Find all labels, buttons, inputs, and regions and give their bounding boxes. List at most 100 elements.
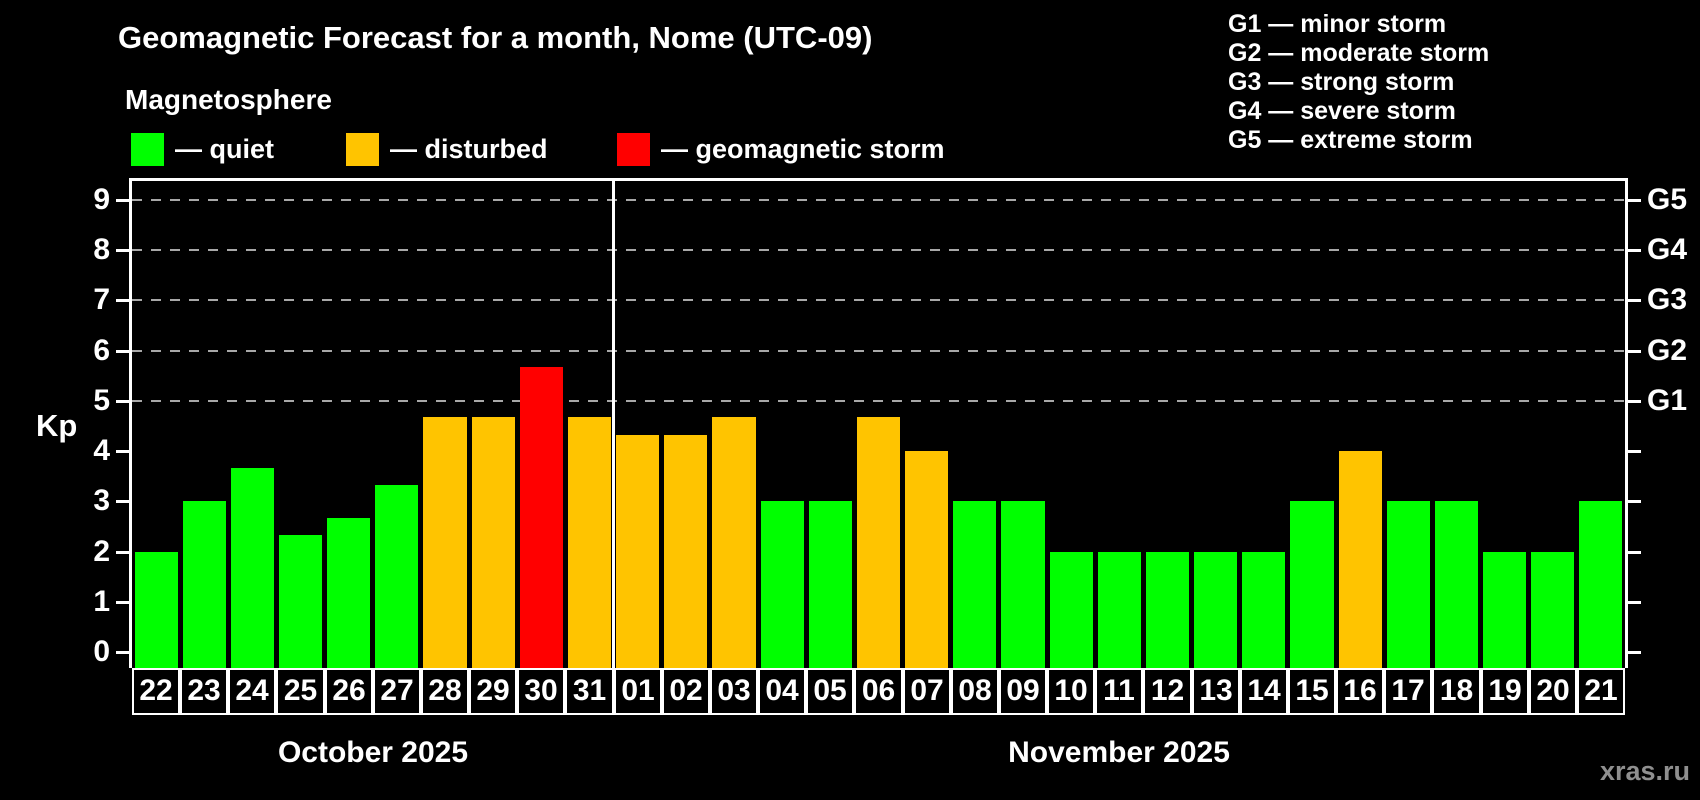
y-tick-label-2: 2 [93, 535, 110, 568]
bar-november-19 [1483, 551, 1527, 668]
gridline-kp6 [132, 349, 1625, 352]
bar-october-30 [519, 367, 563, 668]
y-tick-left-4 [116, 450, 130, 453]
month-label-october: October 2025 [277, 736, 469, 769]
day-label-november-11: 11 [1095, 668, 1143, 715]
day-label-november-10: 10 [1047, 668, 1095, 715]
right-axis-label-g5: G5 [1647, 183, 1688, 216]
y-tick-label-0: 0 [93, 635, 110, 668]
bar-november-10 [1049, 551, 1093, 668]
day-label-october-28: 28 [421, 668, 469, 715]
y-tick-left-6 [116, 350, 130, 353]
g3-legend-line: G3 — strong storm [1228, 68, 1455, 96]
right-axis-label-g1: G1 [1647, 384, 1688, 417]
bar-november-03 [712, 417, 756, 668]
right-axis-label-g2: G2 [1647, 334, 1688, 367]
gridline-kp9 [132, 199, 1625, 202]
bar-november-02 [664, 434, 708, 668]
bar-november-15 [1290, 501, 1334, 668]
day-label-november-20: 20 [1529, 668, 1577, 715]
day-label-november-06: 06 [854, 668, 903, 715]
day-label-november-09: 09 [999, 668, 1047, 715]
g1-legend-line: G1 — minor storm [1228, 10, 1447, 38]
bar-november-08 [953, 501, 997, 668]
y-tick-label-5: 5 [93, 384, 110, 417]
g5-legend-line: G5 — extreme storm [1228, 126, 1473, 154]
bar-november-16 [1338, 451, 1382, 668]
day-label-november-13: 13 [1192, 668, 1240, 715]
bar-november-14 [1242, 551, 1286, 668]
y-tick-right-1 [1627, 601, 1641, 604]
month-label-november: November 2025 [1008, 736, 1230, 769]
bar-october-24 [230, 467, 274, 668]
y-tick-left-1 [116, 601, 130, 604]
bar-november-05 [808, 501, 852, 668]
day-label-october-22: 22 [132, 668, 180, 715]
bar-october-29 [471, 417, 515, 668]
y-axis-line [129, 181, 132, 668]
kp-axis-title: Kp [36, 408, 78, 443]
top-border-line [129, 178, 1628, 181]
y-tick-right-5 [1627, 400, 1641, 403]
y-tick-label-4: 4 [93, 434, 110, 467]
day-label-november-05: 05 [806, 668, 854, 715]
quiet-legend-swatch [131, 133, 164, 166]
bar-november-11 [1097, 551, 1141, 668]
y-tick-label-7: 7 [93, 283, 110, 316]
bar-november-01 [616, 434, 660, 668]
day-label-november-17: 17 [1384, 668, 1432, 715]
y-tick-right-0 [1627, 651, 1641, 654]
day-label-october-29: 29 [469, 668, 517, 715]
storm-legend-label: — geomagnetic storm [661, 134, 945, 164]
day-label-october-26: 26 [325, 668, 373, 715]
day-label-november-04: 04 [758, 668, 806, 715]
watermark-xras: xras.ru [1599, 756, 1690, 786]
day-label-november-08: 08 [951, 668, 999, 715]
storm-scale-legend: G1 — minor storm G2 — moderate storm G3 … [1228, 10, 1489, 155]
day-label-october-30: 30 [517, 668, 565, 715]
bar-november-06 [856, 417, 901, 668]
day-label-october-27: 27 [373, 668, 421, 715]
g2-legend-line: G2 — moderate storm [1228, 39, 1490, 67]
day-label-november-19: 19 [1481, 668, 1529, 715]
day-label-november-18: 18 [1432, 668, 1481, 715]
bar-november-17 [1386, 501, 1430, 668]
y-tick-left-0 [116, 651, 130, 654]
bar-november-13 [1194, 551, 1238, 668]
y-tick-left-2 [116, 551, 130, 554]
day-label-november-21: 21 [1577, 668, 1625, 715]
y-tick-left-8 [116, 249, 130, 252]
y-tick-label-6: 6 [93, 334, 110, 367]
g4-legend-line: G4 — severe storm [1228, 97, 1456, 125]
gridline-kp8 [132, 249, 1625, 252]
bar-october-22 [134, 551, 178, 668]
gridline-kp7 [132, 299, 1625, 302]
y-tick-right-3 [1627, 500, 1641, 503]
right-axis-line [1625, 181, 1628, 668]
disturbed-legend-swatch [346, 133, 379, 166]
day-label-november-16: 16 [1336, 668, 1384, 715]
y-tick-label-8: 8 [93, 233, 110, 266]
y-tick-left-9 [116, 199, 130, 202]
y-tick-left-5 [116, 400, 130, 403]
bar-november-04 [760, 501, 804, 668]
bar-october-27 [375, 484, 419, 668]
bar-november-09 [1001, 501, 1045, 668]
bar-october-31 [567, 417, 612, 668]
day-label-november-14: 14 [1240, 668, 1288, 715]
bar-november-18 [1434, 501, 1478, 668]
day-label-november-01: 01 [614, 668, 662, 715]
day-label-october-25: 25 [276, 668, 325, 715]
day-label-november-07: 07 [903, 668, 951, 715]
y-tick-right-6 [1627, 350, 1641, 353]
magnetosphere-label: Magnetosphere [125, 84, 332, 115]
gridline-kp5 [132, 399, 1625, 402]
y-tick-right-9 [1627, 199, 1641, 202]
right-axis-label-g4: G4 [1647, 233, 1688, 266]
day-label-november-03: 03 [710, 668, 758, 715]
bar-november-20 [1531, 551, 1575, 668]
bar-november-07 [905, 451, 949, 668]
y-tick-label-3: 3 [93, 484, 110, 517]
day-label-november-15: 15 [1288, 668, 1336, 715]
